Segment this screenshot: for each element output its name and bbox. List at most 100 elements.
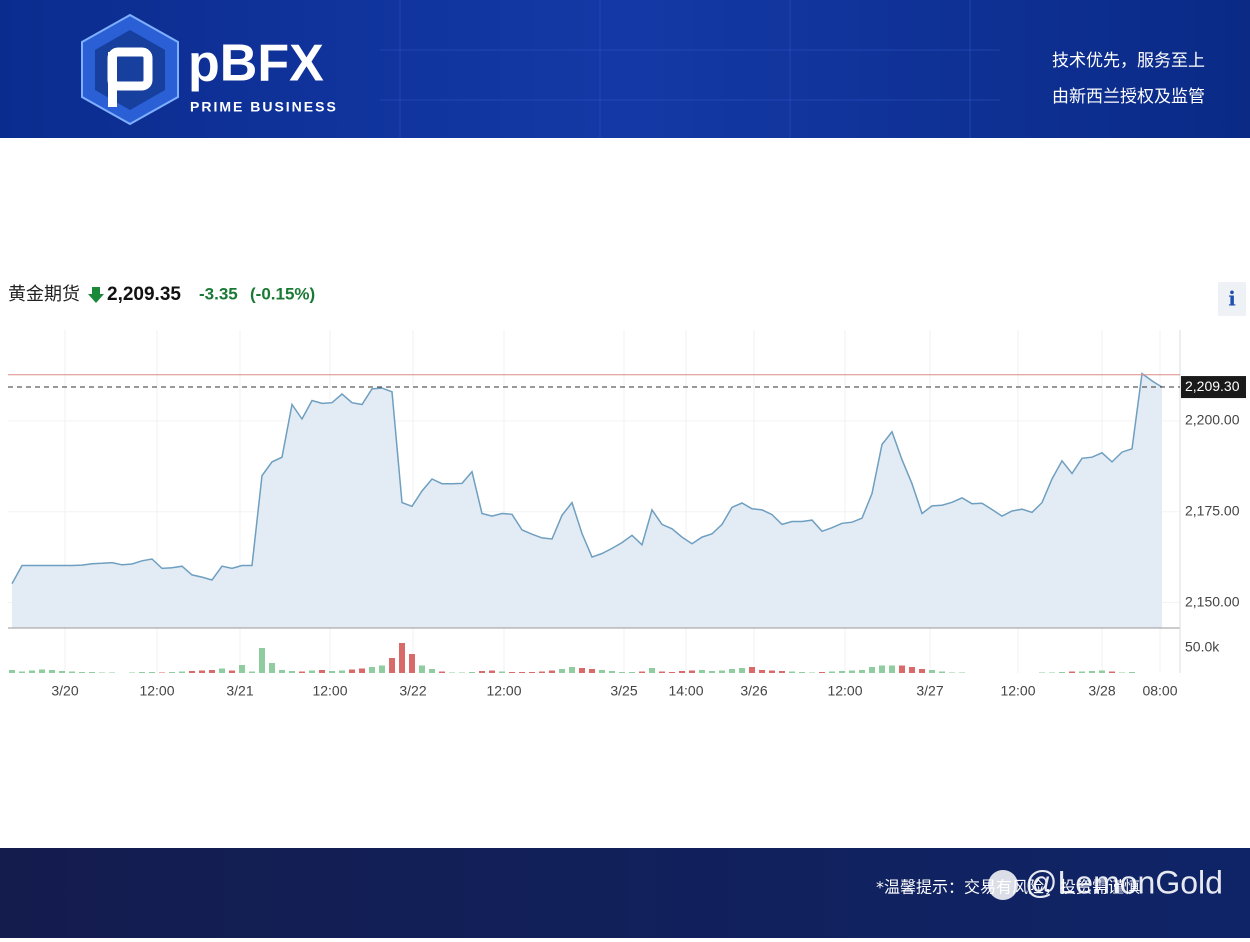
volume-bar [229,670,235,673]
volume-bar [1049,672,1055,673]
volume-bar [949,672,955,673]
volume-bar [109,672,115,673]
volume-bar [39,669,45,673]
volume-bar [779,671,785,673]
volume-bar [489,670,495,673]
volume-bar [279,670,285,673]
logo-mark [81,13,179,126]
volume-bar [149,672,155,673]
volume-bar [219,668,225,673]
x-tick-label: 3/22 [399,683,426,699]
volume-bar [719,670,725,673]
volume-bar [159,672,165,673]
volume-bar [539,671,545,673]
volume-bar [479,671,485,673]
volume-bar [1089,671,1095,673]
volume-bar [459,672,465,673]
volume-bar [189,671,195,673]
volume-bar [1079,671,1085,673]
volume-bar [849,670,855,673]
volume-bar [9,670,15,673]
volume-bar [659,671,665,673]
volume-bar [799,672,805,673]
volume-bar [89,672,95,673]
volume-bar [79,672,85,673]
volume-bar [789,671,795,673]
volume-bar [599,670,605,673]
volume-bar [139,672,145,673]
volume-bar [549,670,555,673]
volume-bar [939,671,945,673]
volume-bar [389,658,395,673]
volume-bar [919,669,925,673]
volume-bar [449,672,455,673]
info-button[interactable] [1218,282,1246,316]
volume-bar [759,670,765,673]
volume-bar [1129,672,1135,673]
volume-bar [339,670,345,673]
chart-title: 黄金期货 [8,284,80,305]
volume-bar [259,648,265,673]
header: pBFX PRIME BUSINESS 技术优先，服务至上 由新西兰授权及监管 [0,0,1250,138]
volume-bar [879,665,885,673]
volume-bar [299,671,305,673]
volume-bar [49,670,55,673]
x-tick-label: 3/21 [226,683,253,699]
volume-bar [909,667,915,673]
volume-bar [239,665,245,673]
volume-bar [1119,672,1125,673]
volume-bar [349,669,355,673]
last-price-label: 2,209.30 [1185,378,1240,394]
volume-bar [399,643,405,673]
header-bg [0,0,1250,138]
down-arrow [88,287,104,303]
volume-bar [669,672,675,673]
volume-bar [419,665,425,673]
volume-bar [569,667,575,673]
volume-bar [689,670,695,673]
y-tick-label: 2,150.00 [1185,593,1240,609]
volume-bar [1109,671,1115,673]
volume-bar [769,670,775,673]
volume-bar [519,672,525,673]
volume-bar [99,672,105,673]
volume-bar [649,668,655,673]
volume-bar [609,671,615,673]
x-tick-label: 12:00 [312,683,347,699]
x-tick-label: 3/25 [610,683,637,699]
x-tick-label: 3/27 [916,683,943,699]
volume-bar [859,670,865,673]
volume-bar [869,667,875,673]
tagline: PRIME BUSINESS [190,99,338,115]
volume-bar [19,671,25,673]
x-tick-label: 3/20 [51,683,78,699]
volume-bar [579,668,585,673]
volume-bar [249,671,255,673]
x-tick-label: 08:00 [1142,683,1177,699]
volume-bar [69,671,75,673]
volume-bar [439,671,445,673]
info-icon[interactable]: i [1228,287,1236,311]
x-tick-label: 12:00 [486,683,521,699]
volume-bar [429,669,435,673]
chart: 3/20 12:00 3/21 12:00 3/22 12:00 3/25 14:00 3/26… [8,330,1246,699]
volume-bar [409,654,415,673]
volume-bar [639,671,645,673]
volume-bar [1099,670,1105,673]
volume-bar [369,667,375,673]
volume-bar [589,669,595,673]
volume-bar [129,672,135,673]
volume-bar [329,671,335,673]
volume-bar [839,671,845,673]
y-tick-label: 2,200.00 [1185,412,1240,428]
volume-bar [319,670,325,673]
quote-header: 黄金期货 2,209.35 -3.35 (-0.15%) i [8,282,1246,316]
y2-tick-label: 50.0k [1185,639,1220,655]
volume-bar [29,670,35,673]
volume-bar [379,665,385,673]
volume-bar [59,671,65,673]
slogan: 技术优先，服务至上 [1052,51,1205,71]
brand: pBFX [188,35,324,93]
